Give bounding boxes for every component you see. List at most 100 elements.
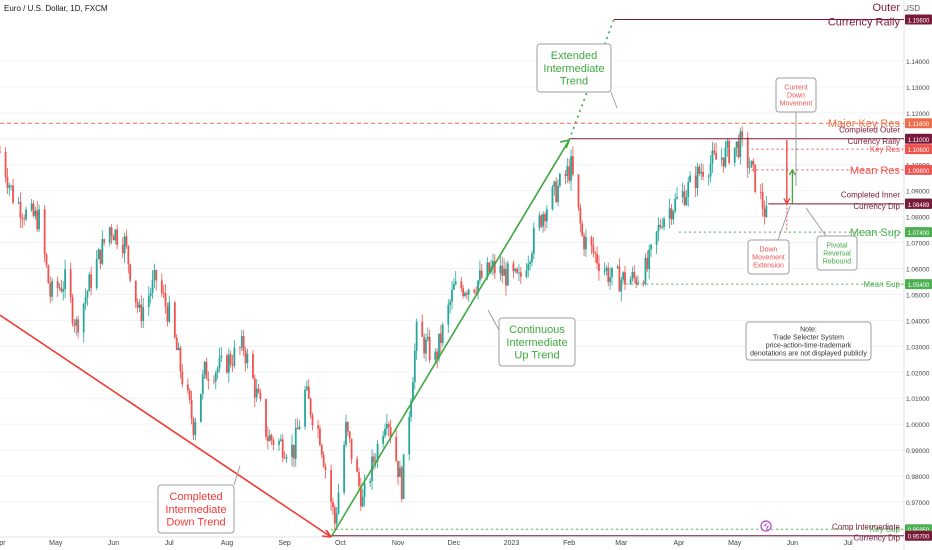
price-tick-label: 0.97000 xyxy=(906,500,930,507)
candle-body xyxy=(633,271,636,278)
candle-body xyxy=(244,350,247,364)
candle-body xyxy=(505,268,507,286)
candle-body xyxy=(73,323,76,326)
candle-body xyxy=(486,262,489,278)
callout-pointer xyxy=(233,465,241,486)
candle-body xyxy=(175,337,178,351)
level-label: Key Sup xyxy=(870,525,901,534)
level-label: Currency Rally xyxy=(828,17,901,29)
annotation-text: Up Trend xyxy=(514,350,559,362)
candle-body xyxy=(531,253,533,263)
candle-body xyxy=(635,277,638,285)
candle-body xyxy=(761,192,764,209)
candle-body xyxy=(683,191,686,205)
candle-body xyxy=(160,280,163,294)
candle-body xyxy=(529,262,532,265)
candle-body xyxy=(43,209,46,255)
candle-body xyxy=(585,237,587,250)
callout-pointer xyxy=(487,309,500,331)
candle-body xyxy=(77,319,80,333)
candle-body xyxy=(10,185,13,187)
candle-body xyxy=(410,400,412,417)
candle-body xyxy=(605,267,608,272)
candle-body xyxy=(6,177,9,188)
annotation-box xyxy=(745,321,872,361)
price-tag-label: 1.10600 xyxy=(908,148,930,154)
level-label: Outer xyxy=(872,2,900,14)
candle-body xyxy=(179,347,182,372)
level-label: Key Res xyxy=(870,145,900,154)
time-tick-label: Mar xyxy=(615,540,628,547)
price-tag xyxy=(905,118,932,129)
time-tick-label: Sep xyxy=(278,540,291,547)
level-label: Currency Dip xyxy=(853,202,900,211)
candle-body xyxy=(103,239,106,243)
price-tick-label: 1.13000 xyxy=(906,85,930,92)
candle-body xyxy=(324,466,327,470)
candle-body xyxy=(58,287,61,289)
candle-body xyxy=(259,392,262,400)
candle-body xyxy=(467,289,470,295)
candle-body xyxy=(220,355,223,358)
candle-body xyxy=(268,435,271,442)
candle-body xyxy=(475,292,478,294)
candle-body xyxy=(609,277,612,283)
candle-body xyxy=(545,209,548,222)
candle-body xyxy=(38,209,40,230)
candle-body xyxy=(319,428,321,446)
candle-body xyxy=(434,351,437,360)
candle-body xyxy=(110,227,113,236)
candle-body xyxy=(136,302,139,308)
candle-body xyxy=(655,231,658,245)
candle-body xyxy=(687,181,690,197)
candle-body xyxy=(436,351,439,359)
price-tick-label: 1.02000 xyxy=(906,370,930,377)
candle-body xyxy=(86,291,89,298)
candle-body xyxy=(441,324,444,344)
candle-body xyxy=(713,150,716,153)
candle-body xyxy=(114,229,117,241)
candle-body xyxy=(372,456,375,463)
candle-body xyxy=(333,507,336,524)
price-tag-label: 1.07400 xyxy=(908,231,930,237)
candle-body xyxy=(551,187,554,210)
candle-body xyxy=(140,304,143,322)
candle-body xyxy=(644,258,647,284)
candle-body xyxy=(473,289,476,293)
trendline xyxy=(0,314,332,538)
candle-body xyxy=(181,371,184,385)
price-tick-label: 1.14000 xyxy=(906,59,930,66)
time-tick-label: Apr xyxy=(673,540,685,547)
candle-body xyxy=(30,203,33,210)
candle-body xyxy=(142,307,145,322)
candle-body xyxy=(650,244,652,250)
time-tick-label: Aug xyxy=(221,540,234,547)
candle-body xyxy=(51,281,53,297)
time-tick-label: Feb xyxy=(563,540,575,547)
annotation-text: Down xyxy=(787,92,805,99)
price-tick-label: 1.07000 xyxy=(906,241,930,248)
candle-body xyxy=(309,398,312,416)
candle-body xyxy=(564,174,567,176)
time-tick-label: Jun xyxy=(787,540,798,547)
candle-body xyxy=(151,279,154,294)
candle-body xyxy=(572,156,574,175)
annotation-box xyxy=(816,235,858,271)
candle-body xyxy=(201,374,204,394)
candle-body xyxy=(694,175,697,189)
candle-body xyxy=(616,266,619,268)
candle-body xyxy=(317,425,319,429)
candle-body xyxy=(685,196,688,205)
candle-body xyxy=(356,459,359,472)
candle-body xyxy=(720,157,723,160)
candle-body xyxy=(36,210,39,230)
candle-body xyxy=(82,303,85,333)
candle-body xyxy=(439,333,442,344)
candle-body xyxy=(127,246,130,265)
candle-body xyxy=(240,336,243,348)
price-tag-label: 1.08489 xyxy=(908,203,930,209)
candle-body xyxy=(668,208,671,219)
trend-arrowhead xyxy=(322,529,332,538)
price-tag-label: 1.11600 xyxy=(908,122,930,128)
